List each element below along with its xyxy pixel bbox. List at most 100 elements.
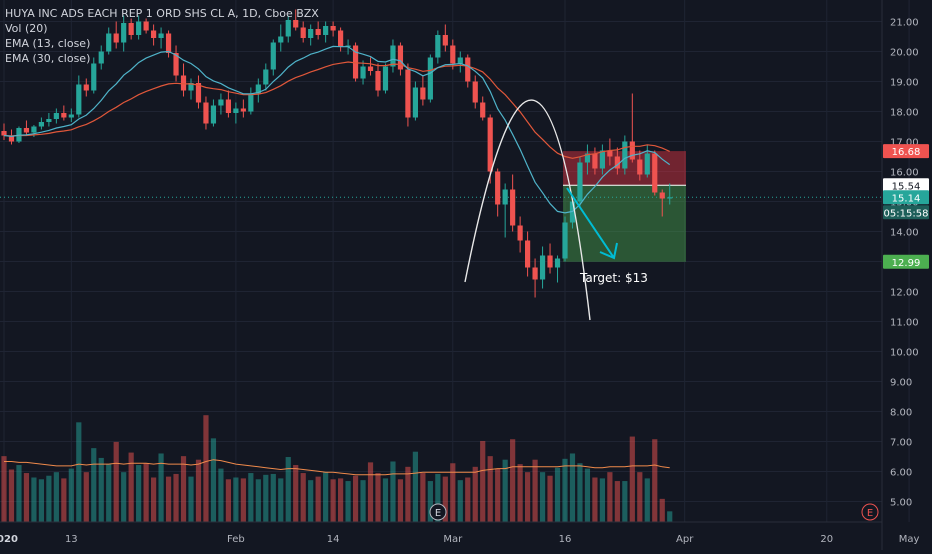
position-zones[interactable] [0, 151, 882, 262]
volume-bar-52 [390, 461, 396, 522]
y-tick-label-4: 9.00 [890, 378, 912, 389]
volume-bar-58 [435, 473, 441, 522]
y-tick-label-9: 14.00 [890, 228, 919, 239]
volume-bar-33 [248, 473, 254, 522]
candle-body-45 [338, 30, 344, 47]
x-tick-label-3: 14 [327, 534, 340, 545]
candle-body-19 [143, 21, 149, 31]
volume-bar-50 [375, 473, 381, 522]
volume-bar-70 [525, 472, 531, 522]
countdown-label-bg [883, 205, 929, 220]
volume-bar-51 [382, 478, 389, 522]
candle-body-24 [180, 75, 187, 91]
y-tick-label-13: 18.00 [890, 108, 919, 119]
legend-ema30[interactable]: EMA (30, close) [5, 52, 91, 65]
chart-legend: HUYA INC ADS EACH REP 1 ORD SHS CL A, 1D… [5, 6, 319, 66]
volume-bar-69 [517, 464, 523, 522]
volume-bar-79 [592, 477, 598, 522]
x-tick-label-0: 2020 [0, 534, 18, 545]
volume-bar-2 [16, 465, 22, 522]
volume-bar-20 [151, 477, 157, 522]
stop-price-label: 16.68 [892, 147, 921, 158]
candle-body-71 [532, 267, 538, 280]
candle-body-43 [323, 26, 329, 35]
volume-bar-14 [106, 464, 112, 522]
volume-bar-32 [240, 478, 246, 522]
candle-body-9 [68, 114, 74, 118]
volume-bar-17 [128, 452, 134, 522]
stop-price-label-bg [883, 144, 929, 159]
volume-bar-53 [397, 479, 404, 522]
candle-body-10 [76, 84, 82, 115]
volume-bar-72 [539, 472, 546, 522]
volume-bar-40 [300, 473, 306, 522]
legend-ema13[interactable]: EMA (13, close) [5, 37, 91, 50]
candle-body-32 [240, 108, 246, 112]
candle-body-44 [330, 26, 336, 31]
x-tick-label-7: 20 [820, 534, 833, 545]
volume-bar-44 [330, 479, 336, 522]
candle-body-54 [405, 69, 411, 118]
candle-body-1 [8, 135, 15, 142]
candle-body-5 [38, 122, 44, 127]
volume-bar-35 [263, 474, 269, 522]
legend-volume[interactable]: Vol (20) [5, 22, 48, 35]
y-tick-label-3: 8.00 [890, 408, 912, 419]
candle-body-62 [465, 57, 471, 82]
volume-bar-75 [562, 458, 568, 522]
entry-price-label-bg [883, 178, 929, 193]
candle-body-65 [487, 117, 493, 172]
candle-body-12 [91, 63, 97, 91]
candle-body-29 [218, 99, 224, 106]
candle-body-88 [659, 192, 665, 199]
volume-bar-27 [203, 415, 209, 522]
volume-bar-78 [584, 468, 591, 522]
candle-body-7 [53, 113, 59, 119]
volume-bar-55 [412, 451, 418, 522]
volume-bar-31 [233, 477, 239, 522]
volume-bar-6 [46, 475, 52, 522]
volume-bar-67 [502, 459, 508, 522]
candle-body-67 [502, 189, 508, 205]
candle-body-51 [382, 66, 389, 91]
volume-bar-47 [352, 475, 359, 522]
volume-bar-61 [457, 480, 463, 522]
candle-body-27 [203, 102, 209, 124]
candle-body-38 [285, 20, 291, 37]
candle-body-70 [525, 240, 531, 268]
take-profit-zone [563, 185, 686, 262]
candle-body-21 [158, 33, 164, 38]
countdown-label: 05:15:58 [884, 208, 929, 219]
candle-body-74 [554, 258, 561, 268]
volume-bar-89 [667, 511, 673, 522]
legend-title[interactable]: HUYA INC ADS EACH REP 1 ORD SHS CL A, 1D… [5, 7, 319, 20]
volume-bar-0 [1, 456, 7, 522]
candle-body-61 [457, 57, 463, 64]
trend-arrow-line [566, 187, 615, 259]
candle-body-35 [263, 69, 269, 85]
y-tick-label-14: 19.00 [890, 78, 919, 89]
candle-body-36 [270, 42, 276, 70]
volume-bar-46 [345, 481, 351, 522]
candle-body-3 [23, 128, 30, 133]
candle-body-77 [577, 162, 583, 202]
volume-bar-21 [158, 453, 164, 522]
y-tick-label-15: 20.00 [890, 48, 919, 59]
candle-body-72 [539, 255, 546, 280]
grid-lines [0, 0, 910, 522]
volume-bar-25 [188, 476, 194, 522]
volume-bar-30 [225, 479, 231, 522]
volume-bar-49 [367, 462, 374, 522]
candle-body-16 [121, 23, 127, 43]
volume-bar-48 [360, 480, 366, 522]
candle-body-49 [367, 66, 374, 71]
candle-body-30 [225, 99, 231, 113]
current-price-label-bg [883, 190, 929, 205]
earnings-marker-future-circle [861, 503, 879, 521]
volume-bar-11 [83, 472, 89, 522]
drawings[interactable]: Target: $13 E E [429, 99, 879, 521]
candlesticks [1, 9, 673, 298]
volume-bar-87 [652, 439, 658, 522]
